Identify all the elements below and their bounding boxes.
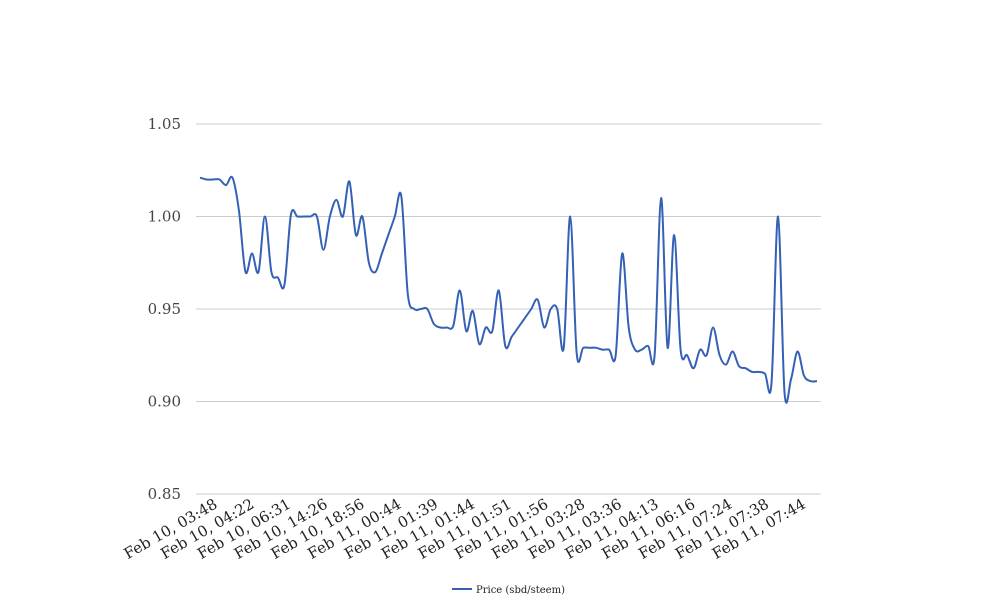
y-tick-label: 0.90	[148, 393, 181, 411]
y-tick-label: 1.05	[148, 115, 181, 133]
legend-label: Price (sbd/steem)	[476, 585, 565, 596]
y-axis-ticks: 0.85 0.90 0.95 1.00 1.05	[148, 115, 181, 503]
price-series-line	[199, 175, 818, 404]
y-tick-label: 0.95	[148, 300, 181, 318]
legend: Price (sbd/steem)	[452, 585, 565, 596]
gridlines	[196, 123, 821, 495]
y-tick-label: 0.85	[148, 485, 181, 503]
y-tick-label: 1.00	[148, 208, 181, 226]
